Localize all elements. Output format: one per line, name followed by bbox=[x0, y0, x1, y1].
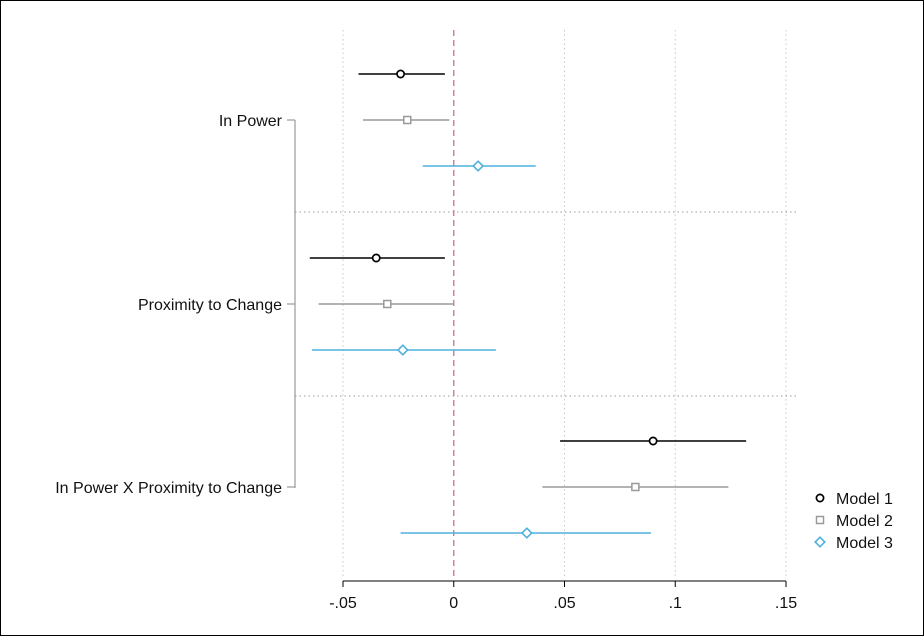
x-tick-label-05: .05 bbox=[553, 595, 575, 612]
legend-marker-model-3 bbox=[814, 536, 826, 548]
legend-label-model-2: Model 2 bbox=[836, 513, 893, 530]
x-axis: -.05 0 .05 .1 .15 bbox=[329, 580, 797, 612]
legend-label-model-1: Model 1 bbox=[836, 491, 893, 508]
point-model-3-in-power bbox=[472, 160, 485, 172]
category-labels: In Power Proximity to Change In Power X Pr… bbox=[55, 113, 296, 497]
point-model-1-in-power bbox=[396, 69, 406, 79]
x-tick-label-0: 0 bbox=[449, 595, 458, 612]
series-layer bbox=[309, 69, 747, 539]
legend-marker-model-2 bbox=[815, 515, 825, 525]
point-model-3-in-power-x-proximity-to-change bbox=[520, 527, 533, 539]
x-tick-label-1: .1 bbox=[669, 595, 682, 612]
category-label-in-power: In Power bbox=[219, 113, 283, 130]
point-model-2-in-power bbox=[402, 115, 412, 125]
x-tick-label-05: -.05 bbox=[329, 595, 357, 612]
point-model-3-proximity-to-change bbox=[396, 344, 409, 356]
point-model-2-in-power-x-proximity-to-change bbox=[631, 482, 640, 492]
legend-marker-model-1 bbox=[815, 493, 825, 503]
legend-label-model-3: Model 3 bbox=[836, 535, 893, 552]
category-label-proximity-to-change: Proximity to Change bbox=[138, 297, 282, 314]
point-model-1-proximity-to-change bbox=[371, 253, 381, 263]
point-model-2-proximity-to-change bbox=[383, 299, 392, 309]
category-label-in-power-x-proximity-to-change: In Power X Proximity to Change bbox=[55, 480, 282, 497]
point-model-1-in-power-x-proximity-to-change bbox=[648, 436, 658, 446]
legend: Model 1 Model 2 Model 3 bbox=[814, 491, 893, 552]
x-tick-label-15: .15 bbox=[775, 595, 797, 612]
